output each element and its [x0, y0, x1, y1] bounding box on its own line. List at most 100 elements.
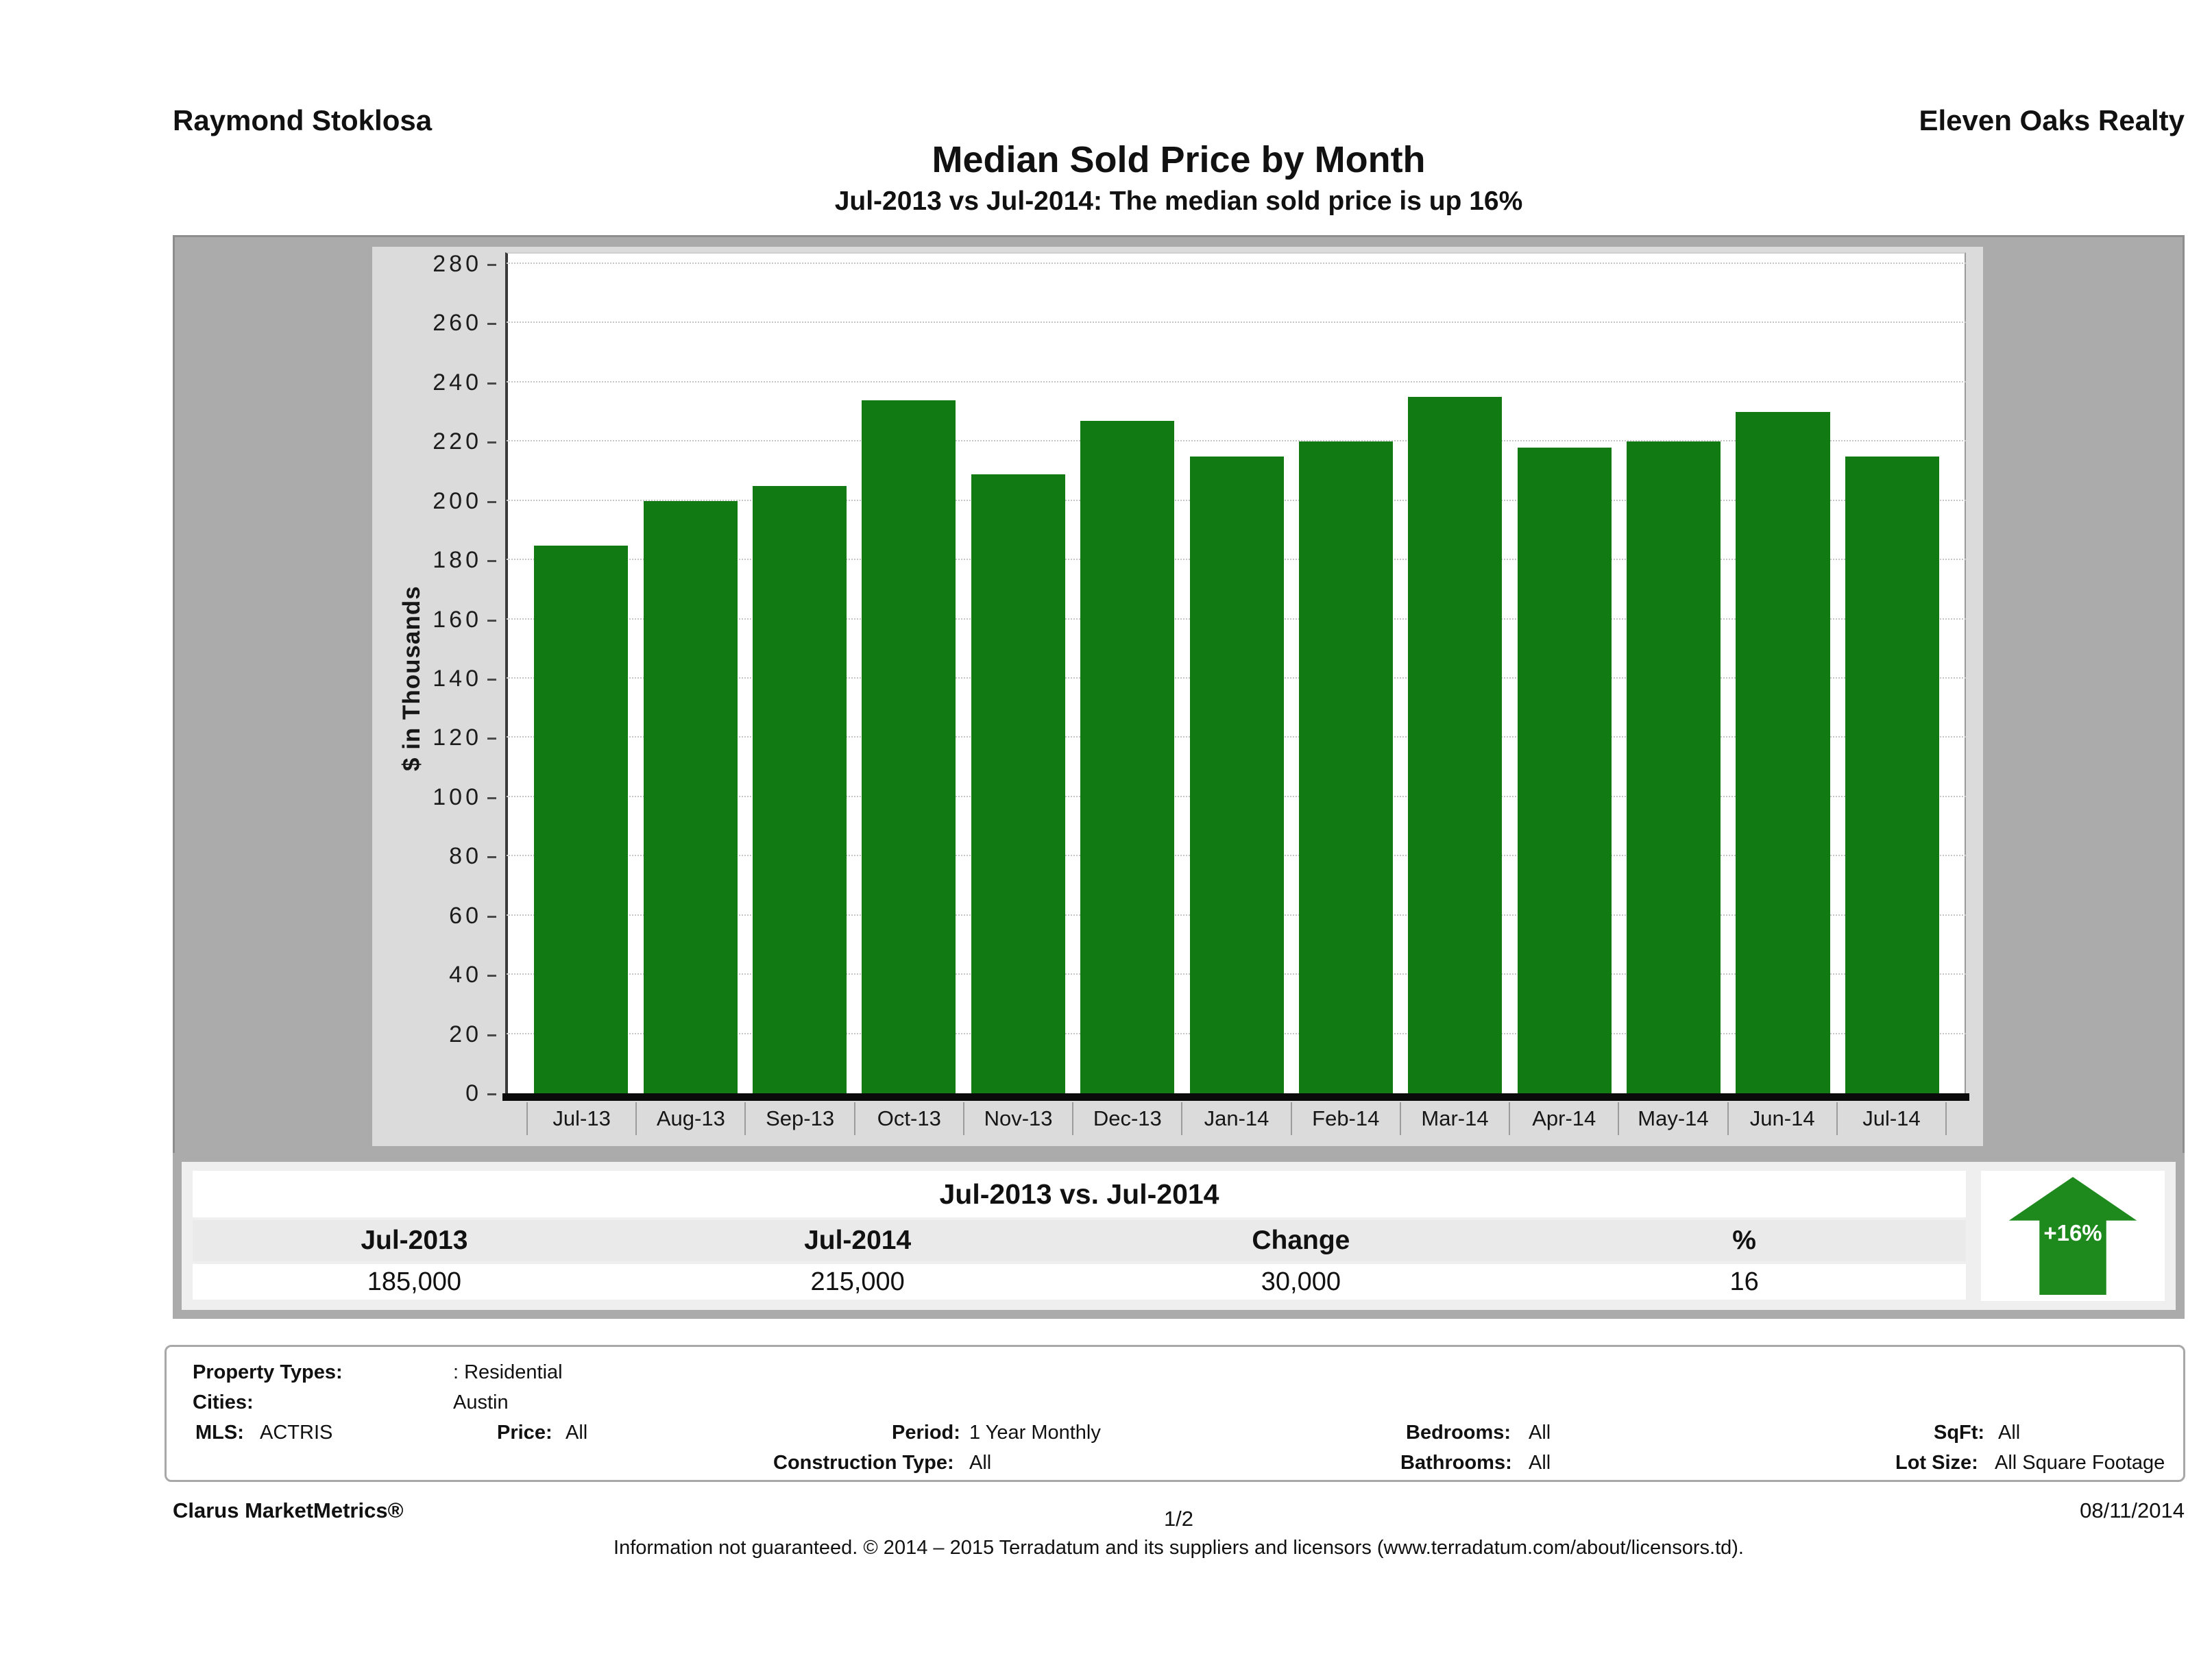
summary-value-3: 16: [1729, 1267, 1759, 1296]
change-badge: +16%: [1981, 1171, 2165, 1301]
agent-name: Raymond Stoklosa: [173, 104, 433, 136]
bar-slot-jan-14: [1182, 264, 1291, 1093]
y-tick-120: 120: [433, 725, 496, 751]
bar-apr-14: [1517, 447, 1612, 1093]
bar-sep-13: [752, 486, 847, 1093]
y-tick-180: 180: [433, 547, 496, 574]
plot-scale-layer: [505, 263, 1966, 1093]
bar-slot-jul-13: [526, 264, 635, 1093]
bar-slot-jul-14: [1838, 264, 1947, 1093]
filter-price-value: All: [566, 1422, 588, 1444]
bar-slot-apr-14: [1510, 264, 1619, 1093]
filter-bathrooms-label: Bathrooms:: [1400, 1452, 1512, 1474]
bar-slot-aug-13: [635, 264, 744, 1093]
filter-bathrooms-value: All: [1529, 1452, 1551, 1474]
page-title: Median Sold Price by Month: [932, 139, 1426, 180]
y-tick-200: 200: [433, 487, 496, 514]
x-tick-sep-13: Sep-13: [744, 1102, 853, 1135]
filter-mls-label: MLS:: [195, 1422, 244, 1444]
bar-may-14: [1627, 441, 1721, 1093]
filter-cities-label: Cities:: [193, 1391, 254, 1413]
y-axis: 0 20 40 60 80 100 120 140 160 180 200 220 240 260 280: [372, 252, 500, 1105]
x-tick-jul-13: Jul-13: [526, 1102, 635, 1135]
gridline-220: [507, 440, 1966, 442]
bar-nov-13: [971, 474, 1065, 1093]
filter-construction-label: Construction Type:: [773, 1452, 954, 1474]
y-tick-280: 280: [433, 251, 496, 277]
bar-jul-14: [1845, 456, 1939, 1093]
summary-table: Jul-2013 vs. Jul-2014 Jul-2013 Jul-2014 Ch…: [193, 1171, 1966, 1301]
gridline-260: [507, 321, 1966, 324]
filter-price-label: Price:: [497, 1422, 552, 1444]
brand-name: Clarus MarketMetrics®: [173, 1498, 404, 1522]
bar-oct-13: [862, 400, 956, 1093]
bar-slot-oct-13: [854, 264, 963, 1093]
x-tick-aug-13: Aug-13: [635, 1102, 744, 1135]
x-tick-jun-14: Jun-14: [1727, 1102, 1836, 1135]
x-tick-dec-13: Dec-13: [1072, 1102, 1181, 1135]
summary-col-header-3: %: [1732, 1226, 1756, 1255]
y-tick-60: 60: [449, 902, 496, 929]
summary-inner: Jul-2013 vs. Jul-2014 Jul-2013 Jul-2014 Ch…: [182, 1162, 2176, 1310]
bar-slot-nov-13: [964, 264, 1073, 1093]
change-badge-label: +16%: [2043, 1220, 2102, 1245]
bar-jan-14: [1189, 456, 1284, 1093]
gridline-280: [507, 263, 1966, 264]
filter-bedrooms-label: Bedrooms:: [1406, 1422, 1511, 1444]
disclaimer-text: Information not guaranteed. © 2014 – 201…: [613, 1537, 1744, 1559]
bar-slot-jun-14: [1728, 264, 1837, 1093]
summary-title: Jul-2013 vs. Jul-2014: [193, 1171, 1966, 1217]
page-subtitle: Jul-2013 vs Jul-2014: The median sold pr…: [834, 186, 1523, 216]
page-number: 1/2: [1163, 1507, 1194, 1531]
x-tick-oct-13: Oct-13: [853, 1102, 963, 1135]
bar-feb-14: [1298, 441, 1393, 1093]
bar-aug-13: [643, 500, 738, 1093]
filter-property-types-label: Property Types:: [193, 1361, 343, 1383]
bar-slot-dec-13: [1073, 264, 1182, 1093]
y-tick-220: 220: [433, 428, 496, 455]
summary-section: Jul-2013 vs. Jul-2014 Jul-2013 Jul-2014 Ch…: [173, 1153, 2185, 1319]
filter-sqft-label: SqFt:: [1934, 1422, 1985, 1444]
filter-property-types-value: : Residential: [453, 1361, 563, 1383]
bars-row: [526, 264, 1947, 1093]
bar-jun-14: [1736, 412, 1830, 1093]
x-tick-apr-14: Apr-14: [1509, 1102, 1618, 1135]
gridline-240: [507, 380, 1966, 382]
summary-value-2: 30,000: [1261, 1267, 1341, 1296]
y-tick-260: 260: [433, 310, 496, 337]
x-tick-mar-14: Mar-14: [1399, 1102, 1509, 1135]
y-tick-0: 0: [465, 1080, 496, 1106]
filter-mls-value: ACTRIS: [260, 1422, 333, 1444]
chart-container: $ in Thousands 0 20 40 60 80 100 120 140 160 180 2…: [173, 235, 2185, 1166]
y-tick-160: 160: [433, 606, 496, 633]
x-tick-jan-14: Jan-14: [1181, 1102, 1290, 1135]
filter-cities-value: Austin: [453, 1391, 509, 1413]
filter-lot-value: All Square Footage: [1995, 1452, 2165, 1474]
summary-value-row: 185,000 215,000 30,000 16: [193, 1264, 1966, 1300]
y-tick-80: 80: [449, 843, 496, 870]
summary-value-1: 215,000: [810, 1267, 905, 1296]
bar-slot-feb-14: [1291, 264, 1400, 1093]
summary-header-row: Jul-2013 Jul-2014 Change%: [193, 1220, 1966, 1261]
bar-slot-mar-14: [1400, 264, 1509, 1093]
chart-panel: $ in Thousands 0 20 40 60 80 100 120 140 160 180 2…: [372, 247, 1983, 1146]
month-axis: Jul-13 Aug-13 Sep-13 Oct-13 Nov-13 Dec-13 Jan-…: [526, 1102, 1947, 1135]
bar-slot-may-14: [1619, 264, 1728, 1093]
x-tick-nov-13: Nov-13: [962, 1102, 1072, 1135]
y-tick-40: 40: [449, 962, 496, 988]
filter-construction-value: All: [969, 1452, 992, 1474]
y-tick-100: 100: [433, 783, 496, 810]
filters-panel: Property Types: : Residential Cities: Au…: [165, 1345, 2185, 1482]
x-tick-jul-14: Jul-14: [1836, 1102, 1947, 1135]
x-tick-feb-14: Feb-14: [1290, 1102, 1400, 1135]
bar-mar-14: [1408, 397, 1503, 1093]
filter-period-label: Period:: [892, 1422, 960, 1444]
bar-dec-13: [1080, 421, 1175, 1093]
summary-col-header-0: Jul-2013: [361, 1226, 468, 1255]
y-tick-20: 20: [449, 1021, 496, 1047]
y-tick-240: 240: [433, 369, 496, 396]
filter-period-value: 1 Year Monthly: [969, 1422, 1101, 1444]
filter-sqft-value: All: [1998, 1422, 2021, 1444]
summary-value-0: 185,000: [367, 1267, 462, 1296]
